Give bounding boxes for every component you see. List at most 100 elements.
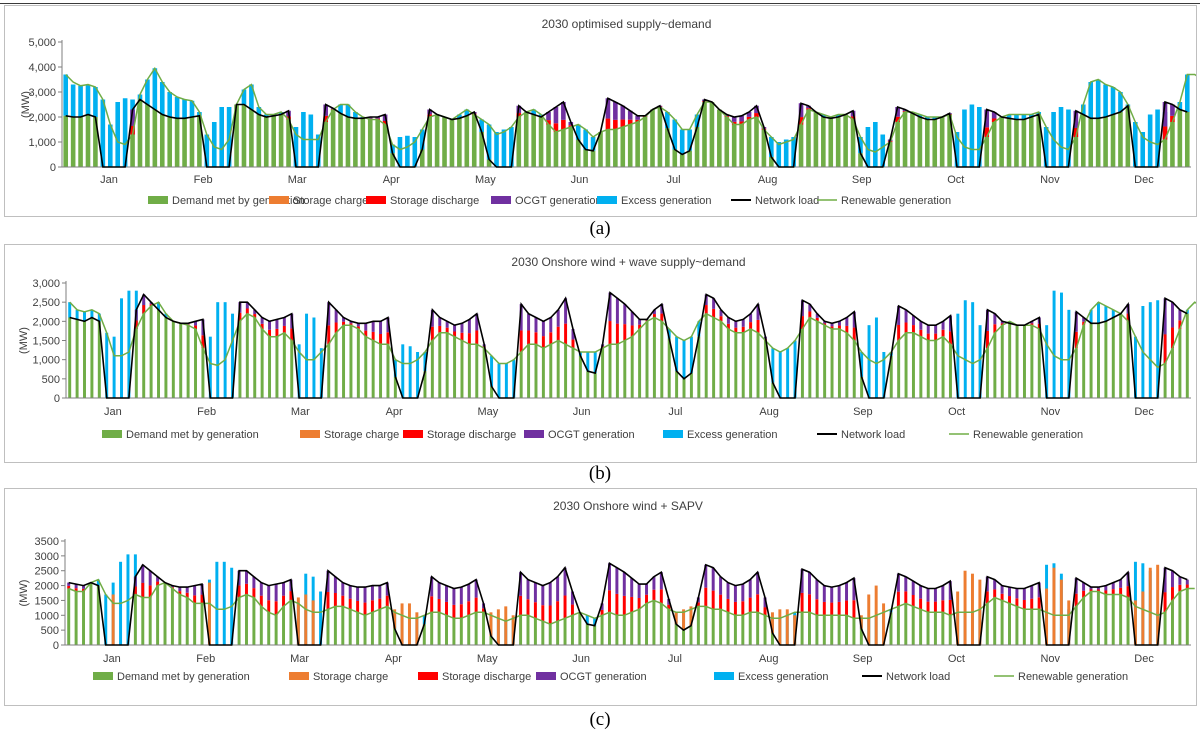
ocgt-bar <box>613 102 618 120</box>
storage-charge-bar <box>304 594 308 645</box>
storage-discharge-bar <box>282 325 286 333</box>
excess-bar <box>969 104 975 167</box>
month-label: Jul <box>668 406 682 418</box>
ocgt-bar <box>756 304 760 320</box>
storage-discharge-bar <box>341 595 345 607</box>
ocgt-bar <box>985 309 989 331</box>
excess-bar <box>583 129 588 150</box>
ocgt-bar <box>630 578 634 597</box>
ocgt-bar <box>185 587 189 593</box>
ocgt-bar <box>608 292 612 322</box>
y-tick-label: 500 <box>41 625 59 637</box>
ocgt-bar <box>378 585 382 599</box>
excess-bar <box>416 352 420 398</box>
ocgt-bar <box>1000 321 1004 324</box>
storage-charge-bar <box>1067 600 1071 645</box>
storage-discharge-bar <box>756 319 760 333</box>
storage-discharge-bar <box>349 323 353 326</box>
ocgt-bar <box>467 584 471 602</box>
ocgt-bar <box>1111 582 1115 590</box>
excess-bar <box>338 104 343 114</box>
demand-bar <box>1170 122 1175 167</box>
demand-bar <box>1096 591 1100 645</box>
demand-bar <box>201 348 205 398</box>
excess-bar <box>216 302 220 398</box>
demand-bar <box>1006 118 1012 167</box>
storage-discharge-bar <box>1082 321 1086 326</box>
demand-bar <box>533 618 537 645</box>
legend-label: Excess generation <box>687 429 778 441</box>
excess-bar <box>590 137 596 151</box>
ocgt-bar <box>459 587 463 605</box>
excess-bar <box>917 114 923 117</box>
ocgt-bar <box>993 313 997 325</box>
storage-discharge-bar <box>267 600 271 613</box>
demand-bar <box>823 325 827 398</box>
ocgt-bar <box>245 570 248 584</box>
storage-discharge-bar <box>252 588 256 598</box>
ocgt-bar <box>763 597 767 608</box>
storage-discharge-bar <box>815 317 819 322</box>
demand-bar <box>761 129 767 167</box>
chart-c-svg: 2030 Onshore wind + SAPV (MW) 0 500 1000 1500… <box>18 499 1195 683</box>
demand-bar <box>274 615 278 645</box>
demand-bar <box>452 618 456 645</box>
ocgt-bar <box>754 105 759 114</box>
excess-bar <box>104 594 108 645</box>
storage-discharge-bar <box>754 113 759 117</box>
ocgt-bar <box>379 321 383 334</box>
demand-bar <box>564 344 568 398</box>
demand-bar <box>523 112 529 167</box>
demand-bar <box>178 594 182 645</box>
demand-bar <box>749 329 753 398</box>
storage-discharge-bar <box>637 597 641 610</box>
legend-label: Network load <box>841 429 905 441</box>
demand-bar <box>835 117 841 167</box>
ocgt-bar <box>1073 110 1079 128</box>
excess-bar <box>1045 325 1049 398</box>
demand-bar <box>598 132 603 167</box>
demand-bar <box>1104 594 1108 645</box>
storage-discharge-bar <box>613 119 618 130</box>
renewable-line <box>69 301 1196 369</box>
demand-bar <box>843 114 848 167</box>
excess-bar <box>1118 92 1123 112</box>
storage-discharge-bar <box>733 601 737 616</box>
demand-bar <box>1074 606 1078 645</box>
storage-discharge-bar <box>556 601 560 622</box>
storage-discharge-bar <box>830 326 834 329</box>
demand-bar <box>932 119 938 167</box>
demand-bar <box>798 124 804 167</box>
storage-discharge-bar <box>719 316 723 322</box>
ocgt-bar <box>563 567 567 596</box>
ocgt-bar <box>460 323 464 333</box>
demand-bar <box>734 332 738 398</box>
storage-charge-bar <box>956 591 960 645</box>
storage-discharge-bar <box>333 593 337 607</box>
storage-discharge-bar <box>1000 323 1004 326</box>
ocgt-bar <box>178 587 182 592</box>
demand-bar <box>860 376 864 398</box>
storage-discharge-bar <box>326 591 330 610</box>
demand-bar <box>1178 329 1182 398</box>
demand-bar <box>356 329 360 398</box>
month-label: Jun <box>571 174 589 186</box>
demand-bar <box>828 118 834 167</box>
demand-bar <box>933 612 937 645</box>
storage-discharge-bar <box>1171 327 1174 349</box>
storage-discharge-bar <box>438 325 442 333</box>
storage-charge-bar <box>867 594 871 645</box>
demand-bar <box>163 582 167 645</box>
demand-bar <box>934 340 938 398</box>
ocgt-bar <box>130 109 135 126</box>
ocgt-bar <box>712 298 716 309</box>
excess-bar <box>78 85 83 117</box>
demand-bar <box>682 630 686 645</box>
legend-label: Renewable generation <box>1018 671 1128 683</box>
demand-bar <box>769 157 774 167</box>
legend-label: OCGT generation <box>560 671 647 683</box>
legend-label: Renewable generation <box>841 195 951 207</box>
demand-bar <box>645 603 649 645</box>
storage-discharge-bar <box>667 604 671 610</box>
storage-discharge-bar <box>474 597 478 613</box>
